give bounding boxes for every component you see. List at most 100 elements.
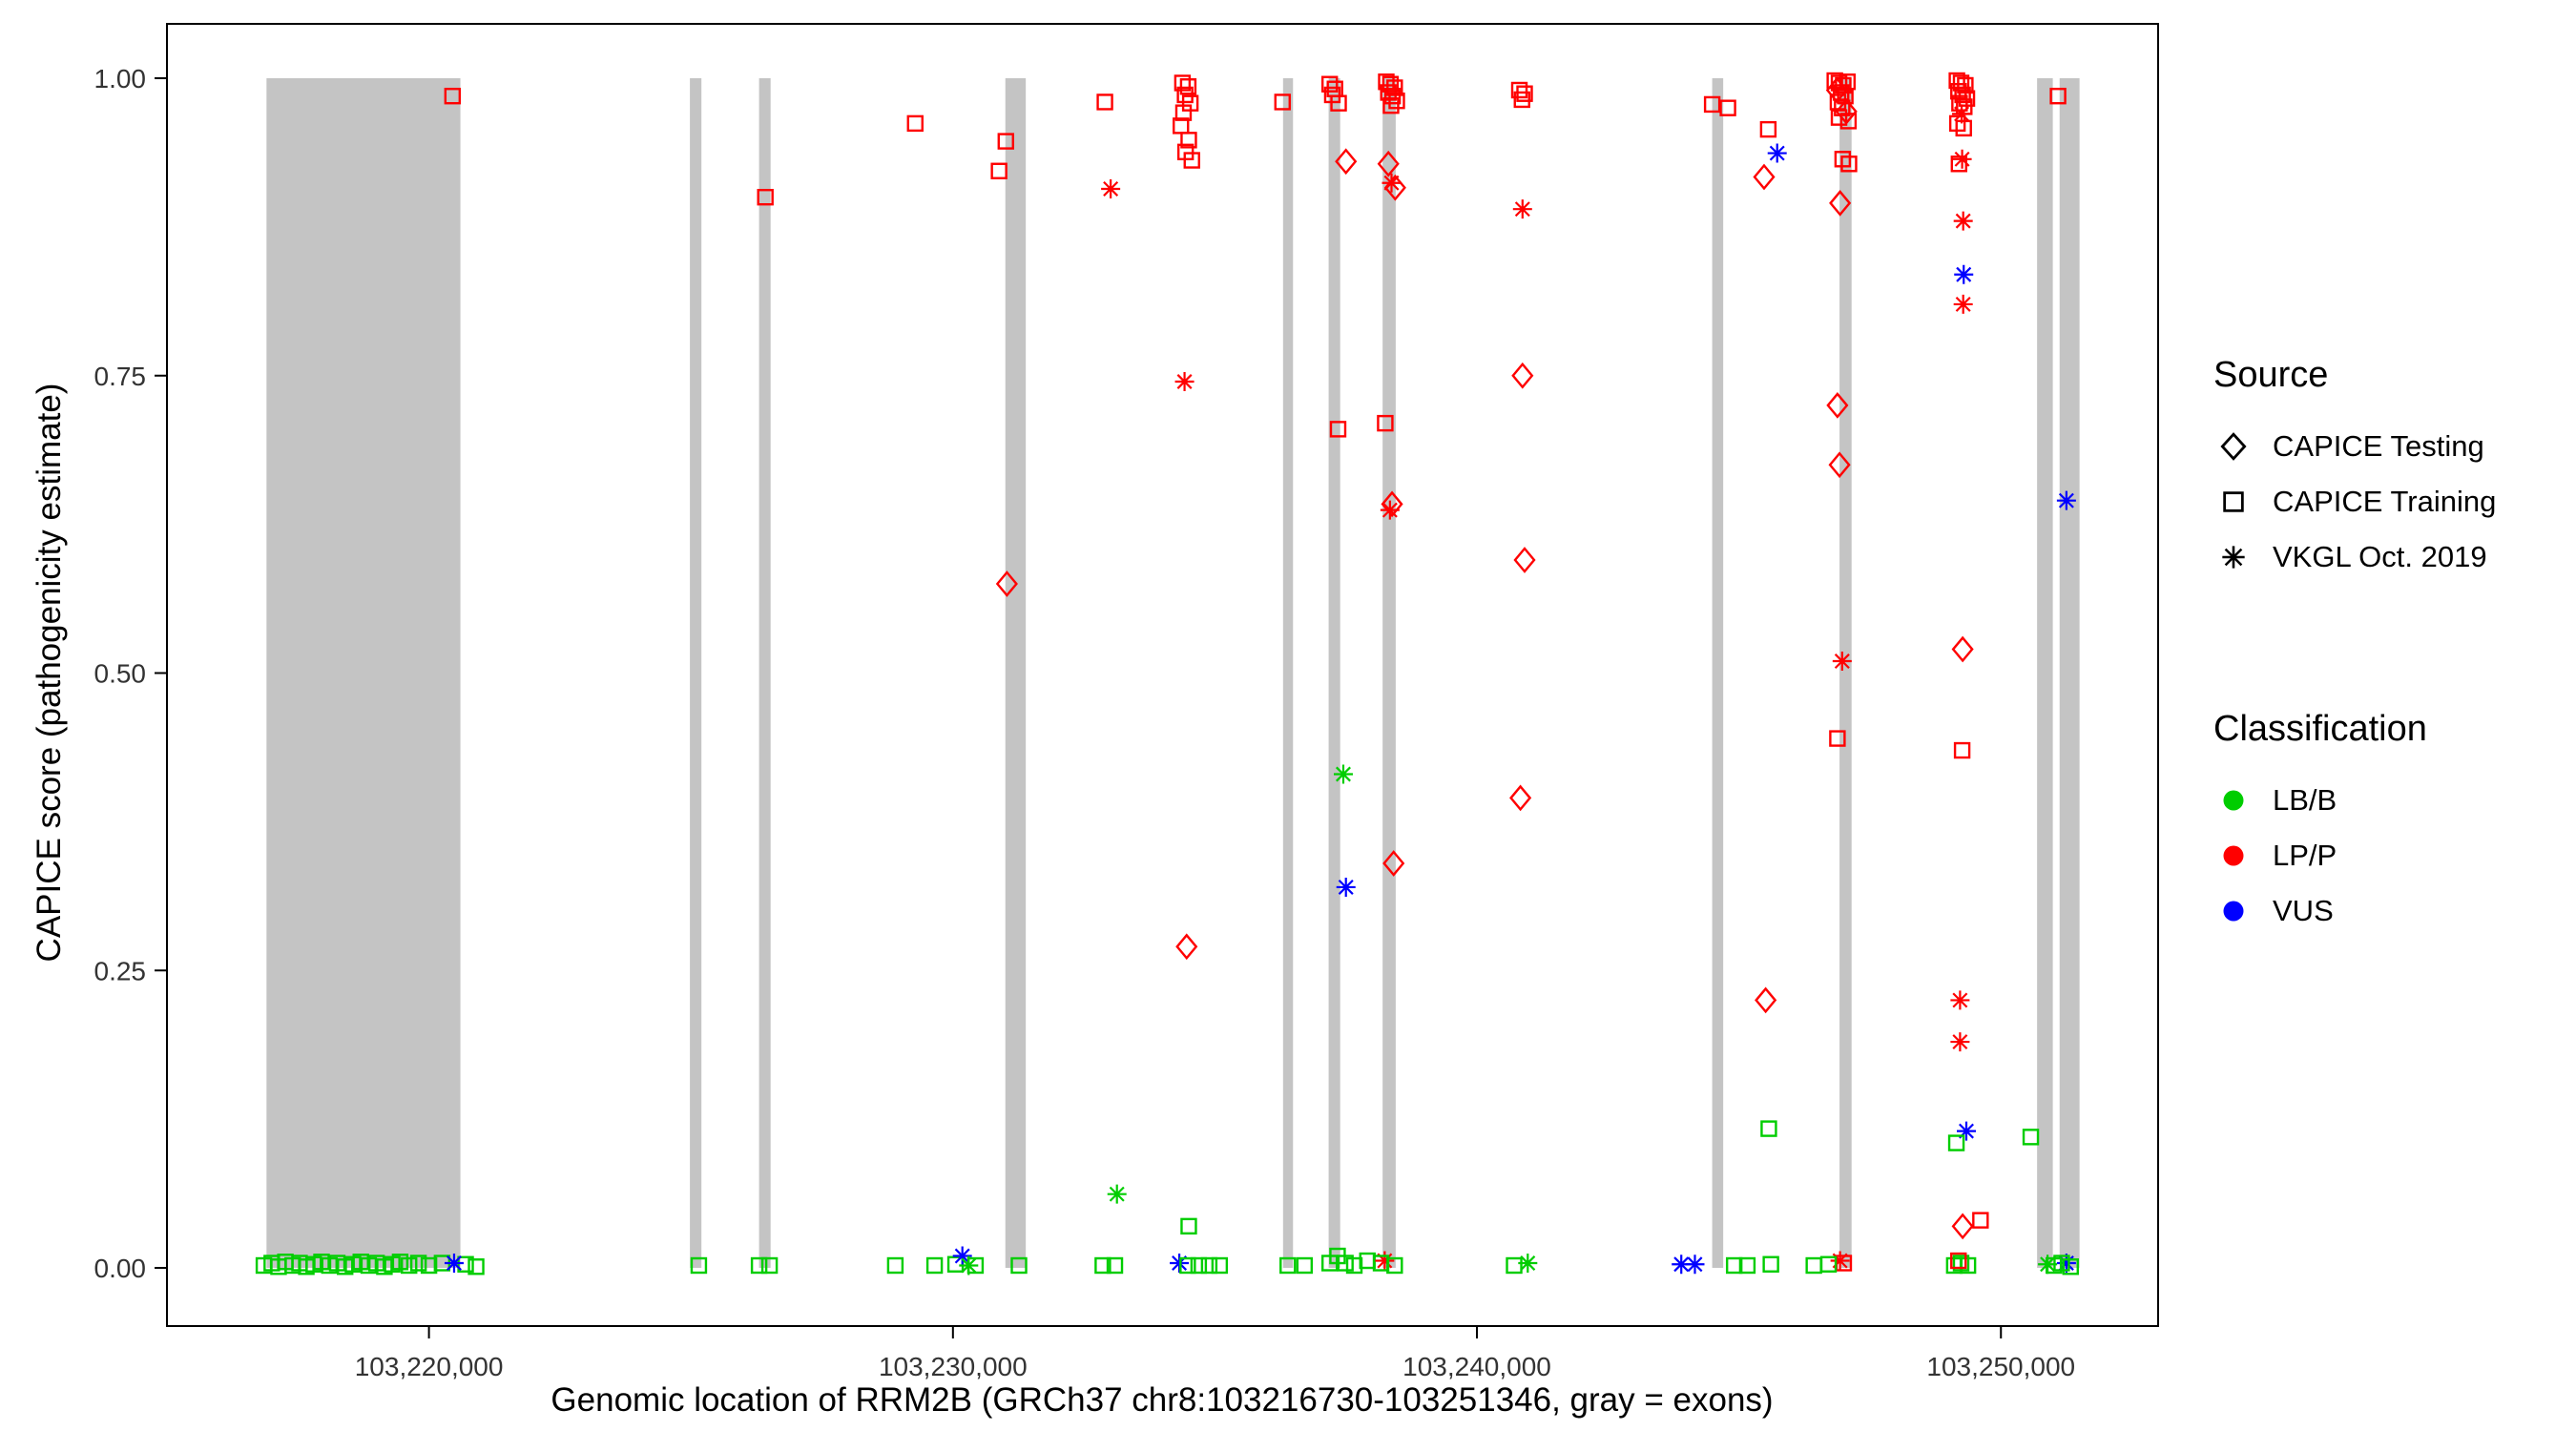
data-point [1950,156,1968,173]
data-point [1336,877,1356,897]
legend-label: VKGL Oct. 2019 [2273,540,2487,573]
data-point [1952,104,1972,124]
data-point [1829,730,1846,747]
exon-band [2059,78,2080,1268]
data-point [1833,84,1850,101]
data-point [1170,1254,1190,1274]
data-point [1337,1255,1354,1272]
data-point [1959,1256,1977,1275]
data-point [1179,1256,1196,1275]
data-point [1330,94,1347,112]
exon-band [1712,78,1724,1268]
exon-band [1005,78,1027,1268]
legend-panel: Source CAPICE Testing CAPICE Training VK… [2213,355,2496,939]
data-point [1200,1256,1218,1275]
legend-item-lbb: LB/B [2213,773,2496,828]
data-point [1951,635,1974,663]
blue-dot-icon [2223,901,2244,922]
data-point [1381,75,1400,93]
data-point [1829,190,1852,217]
data-point [990,162,1008,179]
exon-band [266,78,461,1268]
data-point [1819,1255,1838,1273]
data-point [1383,88,1402,105]
data-point [2056,490,2076,510]
x-tick-label: 103,250,000 [1926,1352,2075,1381]
data-point [1839,113,1858,130]
legend-item-capice-training: CAPICE Training [2213,474,2496,529]
data-point [1952,74,1970,92]
data-point [1345,1256,1363,1275]
data-point [1755,986,1777,1014]
data-point [1513,547,1536,573]
data-point [1377,414,1394,432]
data-point [1510,81,1528,99]
y-axis-title: CAPICE score (pathogenicity estimate) [31,383,68,963]
data-point [1174,74,1192,92]
data-point [1335,148,1358,176]
x-tick-label: 103,240,000 [1402,1352,1551,1381]
data-point [1380,500,1400,520]
data-point [1518,1254,1538,1274]
data-point [760,1256,779,1275]
exon-band [1328,78,1340,1268]
data-point [1386,1256,1403,1275]
data-point [1106,1256,1124,1275]
y-tick-label: 0.00 [94,1254,147,1283]
data-point [1506,1256,1523,1275]
legend-item-vkgl: VKGL Oct. 2019 [2213,529,2496,585]
legend-label: CAPICE Training [2273,485,2497,518]
data-point [1952,149,1972,169]
data-point [1767,143,1787,163]
x-tick-label: 103,220,000 [355,1352,504,1381]
data-point [444,88,462,105]
legend-label: CAPICE Testing [2273,429,2484,463]
data-point [1953,741,1971,759]
data-point [1211,1256,1229,1275]
data-point [444,1254,464,1274]
data-point [906,114,924,133]
data-point [1175,933,1198,961]
data-point [391,1254,409,1271]
data-point [1947,1134,1965,1151]
data-point [1954,86,1971,104]
exon-band [1382,78,1396,1268]
legend-item-vus: VUS [2213,883,2496,939]
data-point [1296,1256,1314,1275]
exon-band [1282,78,1294,1268]
data-point [1762,1255,1779,1273]
data-point [401,1256,418,1275]
data-point [1333,764,1353,784]
red-dot-icon [2223,845,2244,866]
data-point [1759,120,1777,138]
data-point [995,570,1018,597]
y-tick-label: 0.25 [94,956,147,985]
data-point [1760,1120,1777,1137]
data-point [690,1256,708,1275]
exon-band [690,78,702,1268]
data-point [467,1258,485,1275]
data-point [1190,1256,1208,1275]
data-point [757,188,774,206]
legend-source-group: Source CAPICE Testing CAPICE Training VK… [2213,355,2496,585]
data-point [1388,92,1405,110]
y-tick-label: 1.00 [94,64,147,93]
data-point [1954,264,1974,284]
data-point [1950,1252,1967,1270]
data-point [1725,1256,1743,1275]
data-point [1828,451,1851,479]
data-point [2049,88,2067,105]
data-point [1107,1184,1127,1204]
data-point [1512,199,1532,219]
green-dot-icon [2223,790,2244,811]
data-point [997,133,1014,150]
data-point [1380,84,1397,101]
data-point [1511,362,1534,389]
data-point [1183,152,1200,169]
data-point [1672,1255,1692,1275]
data-point [1509,784,1532,812]
data-point [1096,93,1113,111]
data-point [1719,99,1736,116]
data-point [1840,156,1858,173]
